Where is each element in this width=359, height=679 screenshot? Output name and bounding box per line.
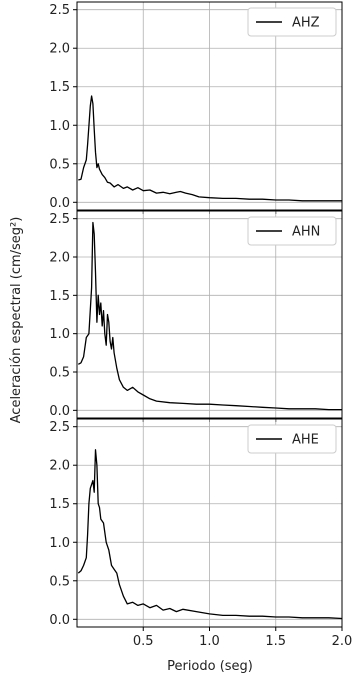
legend-box [247, 424, 337, 454]
y-tick-label: 1.5 [49, 80, 70, 95]
y-tick-label: 0.0 [49, 404, 70, 419]
x-tick-label: 1.0 [199, 634, 220, 649]
chart-panel: 0.0 0.5 1.0 1.5 2.0 2.5 AHZ [49, 1, 343, 214]
x-axis-title: Periodo (seg) [167, 659, 253, 674]
y-tick-label: 0.5 [49, 366, 70, 381]
x-tick-label: 0.5 [133, 634, 154, 649]
x-tick-label: 1.5 [265, 634, 286, 649]
y-tick-label: 2.5 [49, 212, 70, 227]
y-tick-label: 0.5 [49, 157, 70, 172]
chart-panel: 0.0 0.5 1.0 1.5 2.0 2.5 0.5 1.0 1.5 2.0 AHE [49, 418, 353, 649]
y-tick-label: 0.0 [49, 196, 70, 211]
legend: AHE [247, 424, 337, 454]
y-tick-label: 1.5 [49, 289, 70, 304]
series-line [77, 449, 343, 620]
legend-label: AHZ [292, 16, 320, 31]
chart-panel: 0.0 0.5 1.0 1.5 2.0 2.5 AHN [49, 210, 343, 422]
y-tick-label: 2.0 [49, 251, 70, 266]
plot-frame [76, 1, 343, 211]
x-tick-label: 2.0 [332, 634, 353, 649]
y-tick-label: 2.0 [49, 459, 70, 474]
y-tick-label: 1.0 [49, 119, 70, 134]
plot-frame [76, 418, 343, 628]
series-line [78, 95, 342, 202]
legend-box [247, 216, 337, 246]
legend-label: AHE [292, 433, 319, 448]
y-tick-label: 2.5 [49, 420, 70, 435]
series-line [77, 221, 342, 411]
legend-box [247, 7, 337, 37]
y-tick-label: 1.0 [49, 327, 70, 342]
y-tick-label: 1.5 [49, 497, 70, 512]
y-tick-label: 0.0 [49, 613, 70, 628]
y-tick-label: 1.0 [49, 536, 70, 551]
legend-label: AHN [292, 225, 320, 240]
plot-frame [76, 210, 343, 419]
legend: AHZ [247, 7, 337, 37]
y-axis-title: Aceleración espectral (cm/seg²) [9, 217, 24, 424]
legend: AHN [247, 216, 337, 246]
y-tick-label: 2.0 [49, 42, 70, 57]
y-tick-label: 0.5 [49, 574, 70, 589]
y-tick-label: 2.5 [49, 3, 70, 18]
